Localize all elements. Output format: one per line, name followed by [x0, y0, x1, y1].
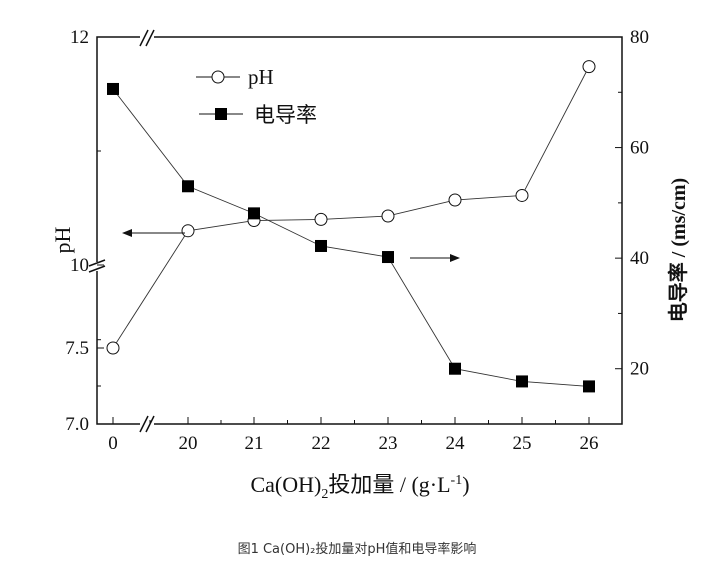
x-tick-label: 23: [379, 433, 398, 454]
ph-point: [515, 188, 529, 202]
x-tick-label: 25: [513, 433, 532, 454]
legend-conductivity-marker: [215, 108, 227, 120]
ph-point: [181, 224, 195, 238]
ph-point: [448, 193, 462, 207]
conductivity-point: [182, 180, 194, 193]
left-tick-label: 12: [70, 27, 89, 48]
ph-series-line: [112, 66, 590, 349]
conductivity-point: [382, 251, 394, 264]
right-arrow-head: [450, 254, 460, 262]
left-tick-label: 7.0: [65, 414, 89, 435]
legend-ph-label: pH: [248, 65, 274, 89]
x-break-gap-bottom: [140, 419, 154, 429]
x-tick-label: 20: [179, 433, 198, 454]
conductivity-point: [583, 380, 595, 393]
ph-point: [106, 341, 120, 355]
conductivity-point: [248, 207, 260, 220]
right-tick-label: 40: [630, 248, 649, 269]
left-tick-label: 10: [70, 255, 89, 276]
conductivity-point: [107, 82, 119, 95]
x-tick-label: 24: [446, 433, 466, 454]
left-tick-label: 7.5: [65, 338, 89, 359]
x-break-gap-top: [140, 32, 154, 42]
ph-point: [314, 212, 328, 226]
figure-caption: 图1 Ca(OH)₂投加量对pH值和电导率影响: [237, 542, 477, 557]
ph-point: [381, 209, 395, 223]
conductivity-point: [315, 239, 327, 252]
x-tick-label: 26: [580, 433, 599, 454]
plot-frame: [96, 36, 623, 425]
y-axis-label-left: pH: [50, 226, 75, 253]
conductivity-series-line: [112, 88, 590, 387]
x-tick-label: 22: [312, 433, 331, 454]
x-tick-label: 21: [245, 433, 264, 454]
y-axis-break: [88, 259, 106, 273]
x-axis-break-top: [139, 29, 155, 47]
legend-conductivity-label: 电导率: [254, 103, 317, 127]
right-tick-label: 20: [630, 359, 649, 380]
y-break-gap: [92, 262, 102, 271]
ph-point: [582, 60, 596, 74]
legend-ph-marker: [211, 70, 225, 84]
x-tick-label: 0: [108, 433, 118, 454]
y-axis-label-right: 电导率 / (ms/cm): [666, 178, 690, 322]
conductivity-point: [516, 375, 528, 388]
left-arrow-head: [122, 229, 132, 237]
right-tick-label: 80: [630, 27, 649, 48]
right-tick-label: 60: [630, 138, 649, 159]
conductivity-point: [449, 362, 461, 375]
x-axis-label: Ca(OH)2投加量 / (g·L-1): [250, 472, 469, 502]
